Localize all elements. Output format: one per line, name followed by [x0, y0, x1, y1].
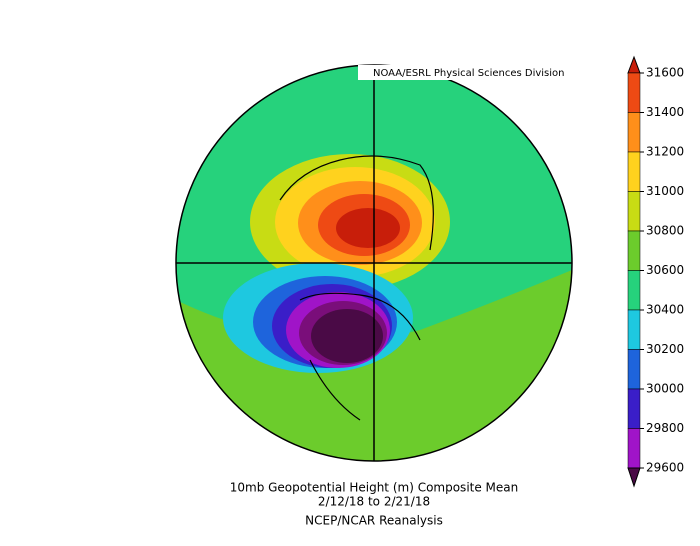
- colorbar-label: 29600: [646, 461, 684, 475]
- colorbar-label: 31000: [646, 184, 684, 198]
- colorbar-label: 30400: [646, 303, 684, 317]
- colorbar-label: 31600: [646, 66, 684, 80]
- colorbar-label: 29800: [646, 421, 684, 435]
- colorbar-label: 30600: [646, 263, 684, 277]
- credit-box: [358, 65, 570, 80]
- colorbar-band: [627, 151, 641, 192]
- colorbar-band: [627, 270, 641, 311]
- colorbar-end: [627, 467, 641, 488]
- colorbar-band: [627, 72, 641, 113]
- colorbar-band: [627, 230, 641, 271]
- colorbar-band: [627, 349, 641, 390]
- colorbar-band: [627, 191, 641, 232]
- caption: 10mb Geopotential Height (m) Composite M…: [230, 481, 519, 495]
- height-field: [176, 65, 572, 461]
- caption: 2/12/18 to 2/21/18: [318, 495, 430, 509]
- colorbar-band: [627, 388, 641, 429]
- colorbar-band: [627, 309, 641, 350]
- colorbar-band: [627, 112, 641, 153]
- colorbar-band: [627, 428, 641, 469]
- colorbar-end: [627, 55, 641, 74]
- credit: NOAA/ESRL Physical Sciences Division: [373, 68, 565, 79]
- colorbar-label: 30200: [646, 342, 684, 356]
- colorbar-label: 31200: [646, 145, 684, 159]
- colorbar-label: 31400: [646, 105, 684, 119]
- colorbar-label: 30000: [646, 382, 684, 396]
- caption: NCEP/NCAR Reanalysis: [305, 514, 443, 528]
- colorbar-label: 30800: [646, 224, 684, 238]
